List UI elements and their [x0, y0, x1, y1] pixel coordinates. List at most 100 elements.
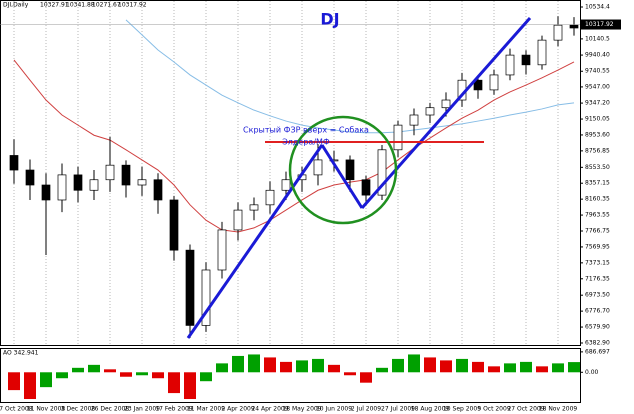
- plot-layer: [0, 1, 580, 400]
- x-tick-label: 18 May 2009: [282, 406, 321, 413]
- y-tick-label: 7373.15: [585, 259, 610, 266]
- y-tick-label: 8756.85: [585, 147, 610, 154]
- ao-bar: [152, 372, 164, 379]
- y-tick-label: 10140.5: [585, 35, 610, 42]
- candle-body: [537, 39, 547, 66]
- ao-bar: [248, 354, 260, 373]
- ao-bar: [296, 360, 308, 373]
- ao-bar: [232, 355, 244, 373]
- candle-body: [345, 159, 355, 181]
- ao-bar: [56, 372, 68, 379]
- ao-bar: [408, 354, 420, 373]
- ao-title: AO 342.941: [3, 350, 39, 357]
- ao-bar: [552, 363, 564, 373]
- ao-bar: [312, 358, 324, 373]
- x-tick-label: 27 Oct 2009: [507, 406, 544, 413]
- moving-average: [125, 19, 575, 134]
- x-tick-label: 10 Jun 2009: [316, 406, 352, 413]
- x-tick-label: 24 Apr 2009: [251, 406, 288, 413]
- ao-bar: [424, 357, 436, 373]
- candle-body: [41, 184, 51, 201]
- x-tick-label: 26 Dec 2008: [91, 406, 130, 413]
- ao-bar: [328, 364, 340, 373]
- ao-bar: [200, 372, 212, 382]
- x-tick-label: 11 Mar 2009: [187, 406, 225, 413]
- y-tick-label: 9150.05: [585, 116, 610, 123]
- chart-title: DJ: [320, 10, 339, 29]
- x-tick-label: 17 Feb 2009: [155, 406, 193, 413]
- candle-body: [57, 174, 67, 201]
- candle-body: [153, 179, 163, 201]
- y-tick-label: 9547.00: [585, 83, 610, 90]
- y-tick-label: 7766.75: [585, 227, 610, 234]
- x-tick-label: 2 Apr 2009: [221, 406, 254, 413]
- ao-frame: [0, 348, 581, 403]
- x-tick-label: 2 Jul 2009: [351, 406, 381, 413]
- y-tick-label: 8357.15: [585, 180, 610, 187]
- candle-body: [89, 179, 99, 191]
- moving-average: [13, 59, 575, 233]
- x-tick-label: 3 Dec 2008: [61, 406, 96, 413]
- candle-body: [249, 204, 259, 211]
- candle-body: [169, 199, 179, 251]
- ao-bar: [136, 372, 148, 376]
- price-badge: [581, 19, 621, 30]
- ao-bar: [8, 372, 20, 391]
- y-tick-label: 8953.60: [585, 131, 610, 138]
- trend-line: [320, 144, 364, 209]
- candle-body: [233, 209, 243, 231]
- y-tick-label: 7176.35: [585, 275, 610, 282]
- ao-bar: [72, 367, 84, 373]
- candle-body: [489, 74, 499, 91]
- candle-body: [569, 24, 579, 29]
- candle-body: [105, 164, 115, 181]
- ao-bar: [376, 367, 388, 373]
- candle-body: [185, 249, 195, 326]
- y-tick-label: 7963.55: [585, 212, 610, 219]
- x-tick-label: 17 Oct 2008: [0, 406, 33, 413]
- ao-bar: [216, 363, 228, 373]
- candle-body: [73, 174, 83, 191]
- y-tick-label: 9940.40: [585, 52, 610, 59]
- ao-bar: [40, 372, 52, 388]
- y-tick-label: 10534.4: [585, 4, 610, 11]
- candle-body: [9, 155, 19, 171]
- ao-bar: [536, 366, 548, 373]
- candle-body: [409, 114, 419, 126]
- ao-bar: [360, 372, 372, 383]
- ao-bar: [440, 360, 452, 373]
- x-tick-label: 5 Oct 2009: [477, 406, 510, 413]
- y-tick-label: 7569.95: [585, 243, 610, 250]
- ao-bar: [104, 369, 116, 373]
- x-tick-label: 11 Nov 2008: [27, 406, 66, 413]
- candle-body: [121, 164, 131, 186]
- ao-bar: [88, 364, 100, 373]
- candle-body: [441, 99, 451, 109]
- y-tick-label: 6776.70: [585, 308, 610, 315]
- ao-bar: [568, 362, 580, 373]
- price-frame: [0, 0, 581, 346]
- x-tick-label: 18 Aug 2009: [411, 406, 450, 413]
- candle-body: [473, 79, 483, 91]
- candle-body: [425, 107, 435, 116]
- y-tick-label: 0.00: [585, 369, 599, 376]
- y-tick-label: 8553.50: [585, 164, 610, 171]
- annotation: Элдера/МФ: [282, 138, 330, 147]
- candle-body: [521, 54, 531, 66]
- y-tick-label: 9740.55: [585, 68, 610, 75]
- candle-body: [377, 149, 387, 196]
- ao-bar: [504, 363, 516, 373]
- y-tick-label: 8160.35: [585, 196, 610, 203]
- y-tick-label: 6973.50: [585, 292, 610, 299]
- x-tick-label: 27 Jul 2009: [381, 406, 415, 413]
- annotation: Скрытый ФЗР вверх = Собака: [243, 126, 369, 135]
- ao-bar: [456, 358, 468, 373]
- candle-body: [25, 169, 35, 186]
- trend-line: [360, 17, 532, 209]
- ao-bar: [168, 372, 180, 394]
- ao-bar: [344, 372, 356, 376]
- candle-body: [329, 159, 339, 162]
- y-tick-label: 6579.90: [585, 324, 610, 331]
- candle-body: [265, 189, 275, 206]
